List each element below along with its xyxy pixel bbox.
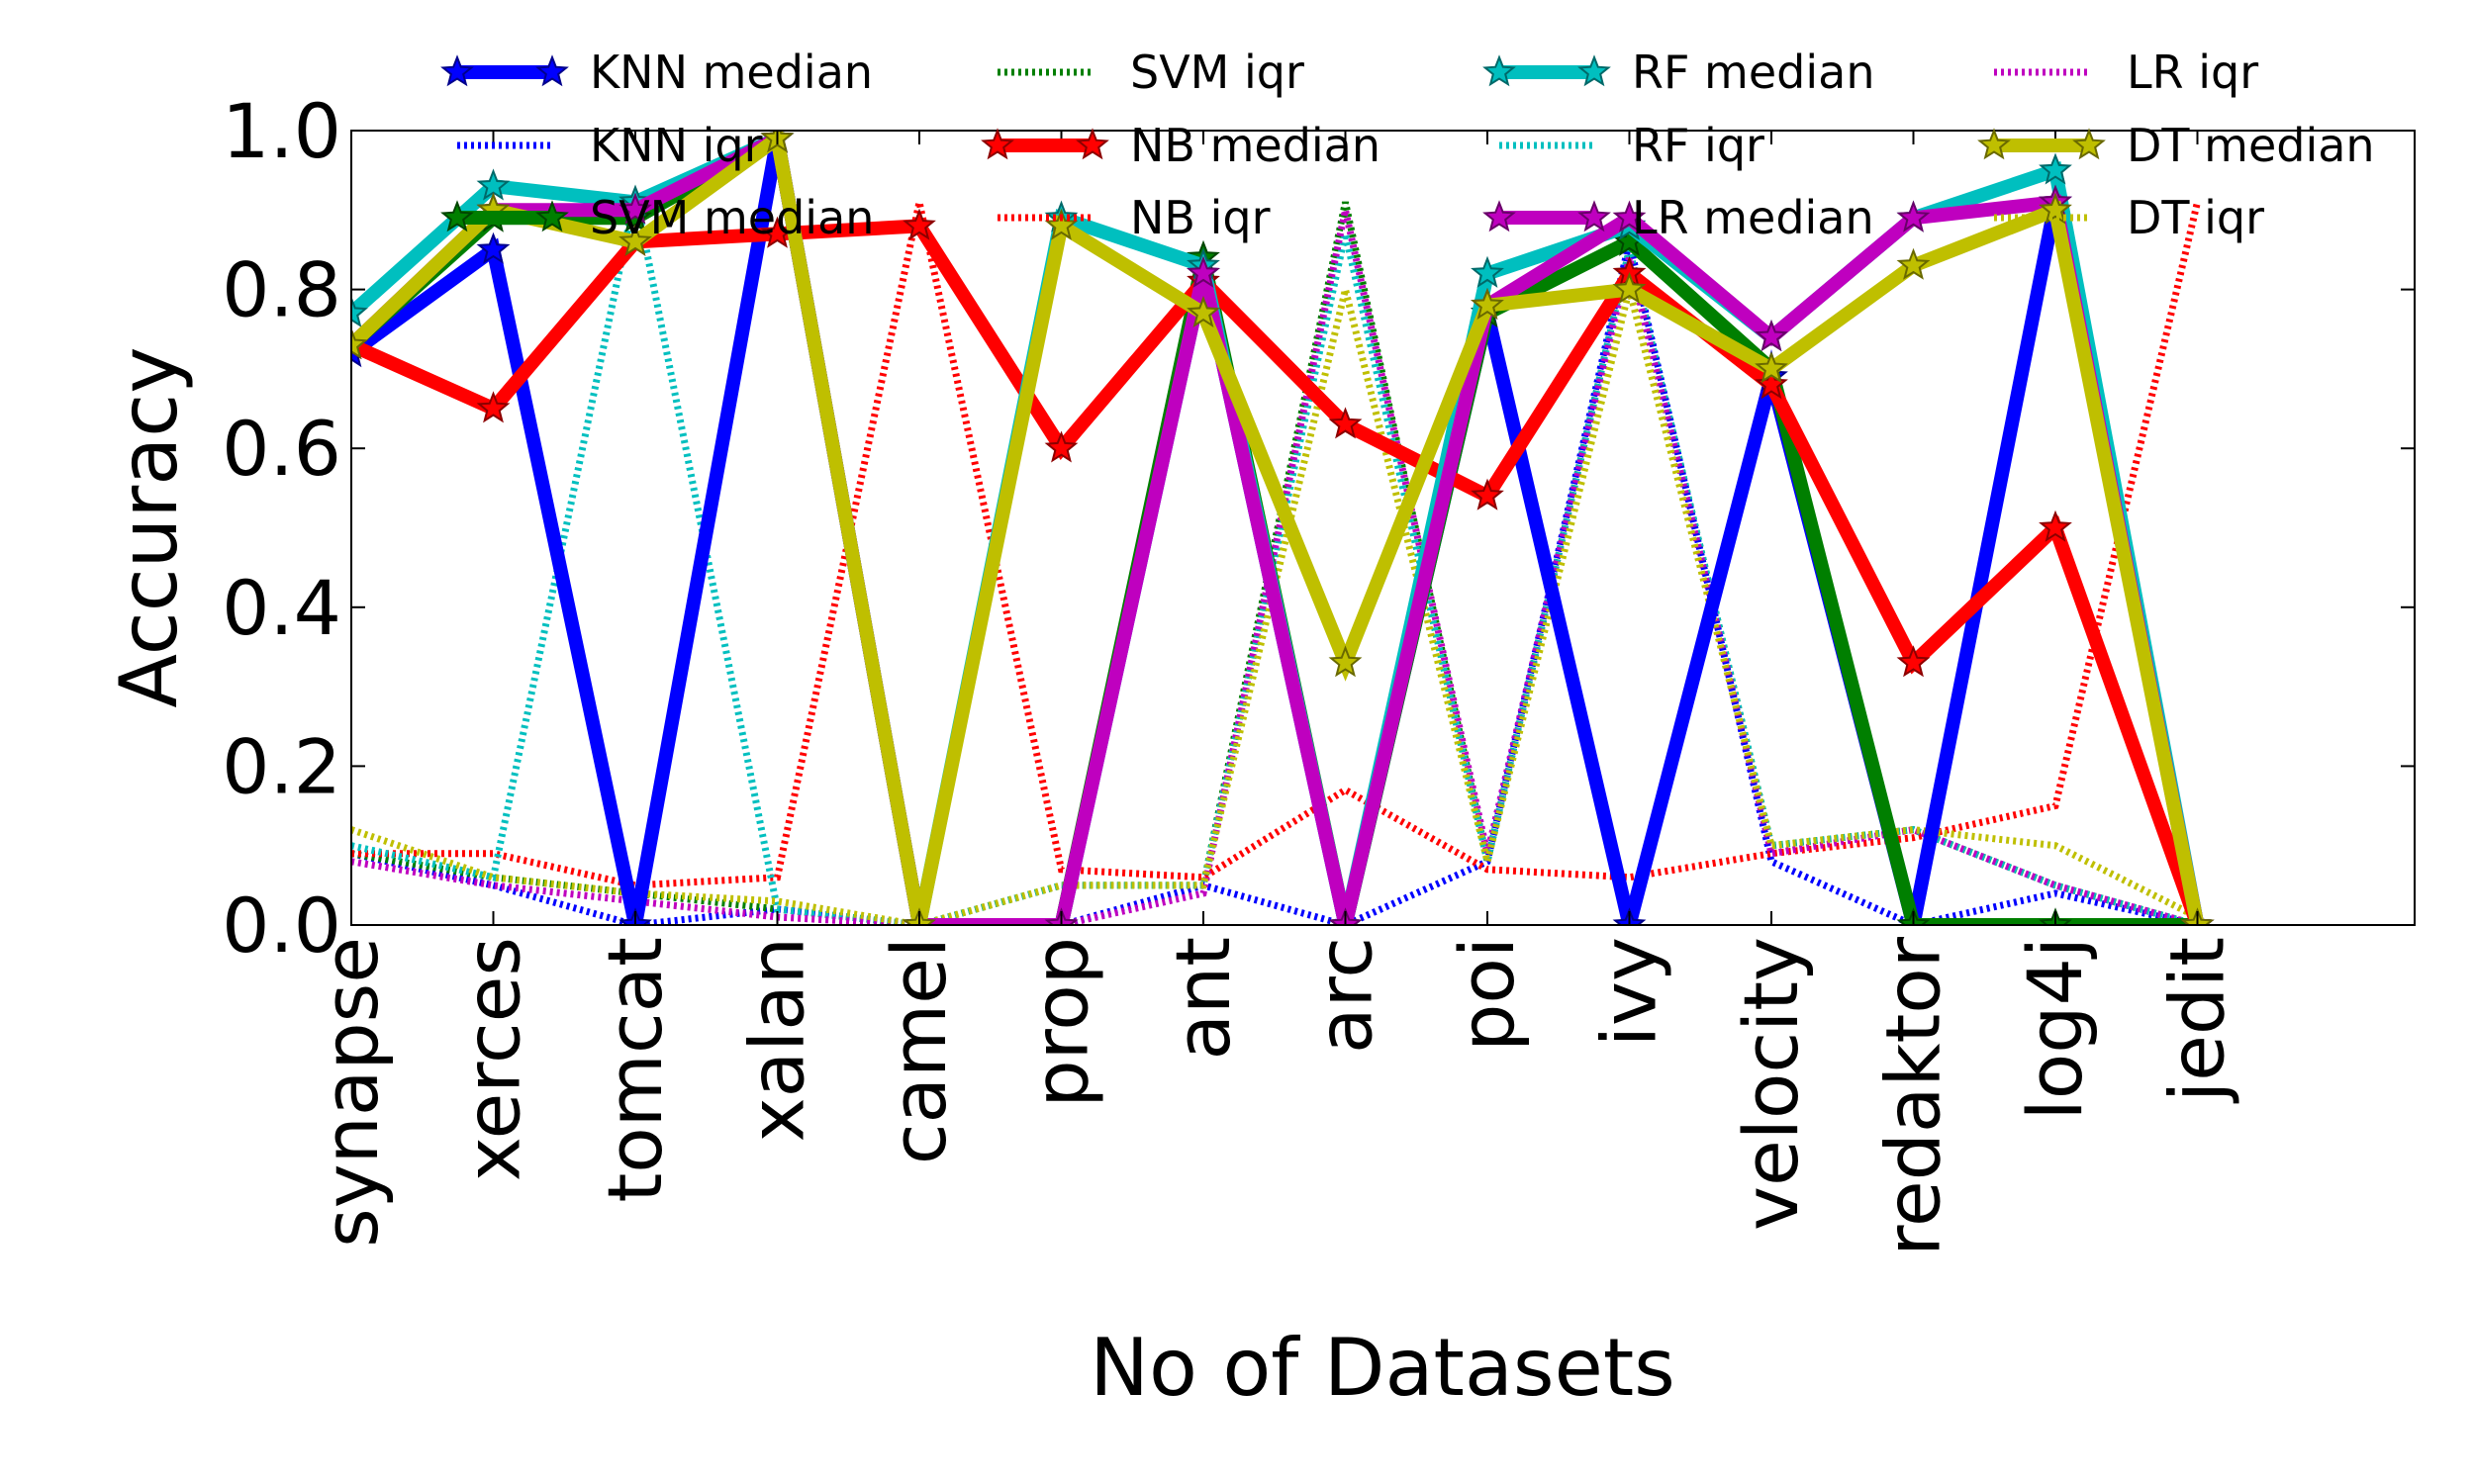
legend-marker-lr-median xyxy=(1482,200,1516,232)
data-point-lr-median xyxy=(1896,200,1931,232)
data-point-lr-median xyxy=(618,192,652,225)
data-point-nb-median xyxy=(903,208,936,240)
plot-area-frame xyxy=(350,130,2416,926)
x-tick-label: xerces xyxy=(449,937,537,1181)
data-point-dt-median xyxy=(1187,295,1220,328)
data-point-dt-median xyxy=(1328,645,1363,678)
data-point-nb-median xyxy=(1755,367,1788,400)
legend-label-knn-median: KNN median xyxy=(590,46,873,99)
data-point-dt-median xyxy=(1044,208,1079,240)
data-point-dt-median xyxy=(1612,271,1647,304)
legend-label-dt-iqr: DT iqr xyxy=(2127,191,2264,244)
data-point-nb-median xyxy=(476,391,511,423)
legend-marker-rf-median xyxy=(1482,54,1516,87)
y-tick-label: 0.6 xyxy=(222,405,341,493)
x-tick-label: poi xyxy=(1443,937,1531,1052)
data-point-nb-median xyxy=(1471,478,1504,510)
series-line-nb-median xyxy=(351,219,2205,925)
x-tick-label: xalan xyxy=(733,937,821,1142)
legend-label-dt-median: DT median xyxy=(2127,119,2375,172)
legend-label-knn-iqr: KNN iqr xyxy=(590,119,763,172)
data-point-rf-median xyxy=(351,295,368,328)
legend-marker-lr-median xyxy=(1577,200,1611,232)
data-point-lr-median xyxy=(1187,255,1220,288)
x-tick-label: redaktor xyxy=(1869,936,1957,1255)
data-point-lr-median xyxy=(1755,320,1788,352)
legend-marker-nb-median xyxy=(981,128,1014,160)
legend-label-rf-iqr: RF iqr xyxy=(1632,119,1764,172)
series-line-dt-median xyxy=(351,131,2205,925)
y-tick-label: 0.8 xyxy=(222,246,341,334)
data-point-dt-median xyxy=(1471,287,1504,321)
data-point-rf-median xyxy=(1471,255,1504,288)
data-point-dt-median xyxy=(351,327,368,360)
x-tick-label: ant xyxy=(1159,937,1247,1061)
x-tick-label: prop xyxy=(1017,937,1105,1108)
series-line-rf-iqr xyxy=(351,193,2199,925)
legend-label-rf-median: RF median xyxy=(1632,46,1874,99)
y-tick-label: 0.0 xyxy=(222,881,341,970)
legend-label-lr-median: LR median xyxy=(1632,191,1874,244)
legend-marker-dt-median xyxy=(1977,128,2011,160)
data-point-dt-median xyxy=(1896,247,1931,280)
data-point-nb-median xyxy=(1044,430,1079,463)
legend-label-svm-median: SVM median xyxy=(590,191,874,244)
legend-marker-svm-median xyxy=(440,200,474,232)
x-tick-label: log4j xyxy=(2011,937,2099,1120)
x-axis-title: No of Datasets xyxy=(1090,1322,1675,1414)
legend-label-svm-iqr: SVM iqr xyxy=(1130,46,1304,99)
data-point-nb-median xyxy=(1328,407,1363,439)
data-point-lr-median xyxy=(1612,200,1647,232)
y-tick-label: 0.4 xyxy=(222,564,341,652)
data-point-knn-median xyxy=(476,232,511,264)
data-point-nb-median xyxy=(2039,510,2072,542)
data-point-rf-median xyxy=(2039,152,2072,185)
series-line-lr-median xyxy=(351,131,2205,925)
legend-marker-svm-median xyxy=(535,200,569,232)
x-tick-label: arc xyxy=(1301,937,1389,1054)
series-line-knn-iqr xyxy=(351,240,2199,925)
legend-marker-dt-median xyxy=(2072,128,2106,160)
y-tick-label: 0.2 xyxy=(222,722,341,810)
x-tick-label: ivy xyxy=(1585,937,1673,1047)
x-tick-label: synapse xyxy=(307,937,395,1248)
legend-marker-knn-median xyxy=(440,54,474,87)
data-point-nb-median xyxy=(1896,645,1931,678)
x-tick-label: tomcat xyxy=(591,937,679,1203)
y-tick-label: 1.0 xyxy=(222,87,341,175)
data-point-dt-median xyxy=(1755,351,1788,384)
legend-marker-nb-median xyxy=(1076,128,1109,160)
y-axis-title: Accuracy xyxy=(103,346,195,707)
y-axis: 0.0 0.2 0.4 0.6 0.8 1.0 xyxy=(222,87,2415,970)
legend-marker-rf-median xyxy=(1577,54,1611,87)
x-tick-label: velocity xyxy=(1727,937,1815,1231)
legend-label-nb-median: NB median xyxy=(1130,119,1380,172)
legend: KNN median KNN iqr SVM median SVM iqr NB med… xyxy=(440,46,2375,244)
x-axis: synapse xerces tomcat xalan camel prop ant arc p… xyxy=(307,131,2241,1256)
x-tick-label: jedit xyxy=(2153,937,2241,1104)
legend-label-nb-iqr: NB iqr xyxy=(1130,191,1271,244)
x-tick-label: camel xyxy=(875,937,963,1164)
legend-label-lr-iqr: LR iqr xyxy=(2127,46,2258,99)
data-point-dt-median xyxy=(2039,192,2072,225)
data-point-dt-median xyxy=(618,224,652,256)
legend-marker-knn-median xyxy=(535,54,569,87)
